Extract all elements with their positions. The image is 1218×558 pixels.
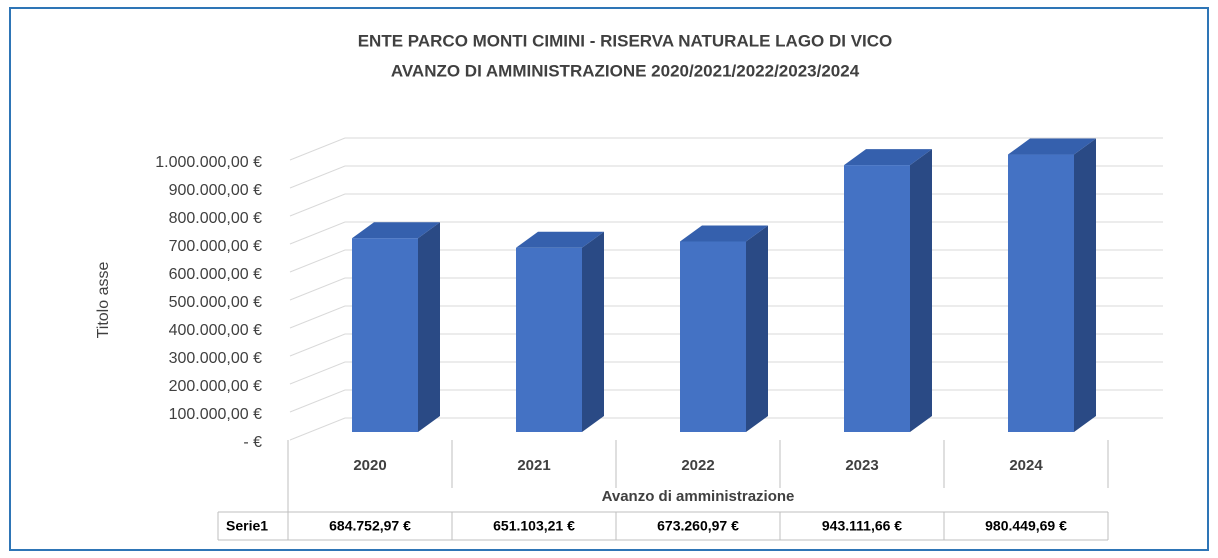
y-tick-label: 600.000,00 € <box>169 266 263 283</box>
bar-top <box>680 225 768 242</box>
bar-top <box>352 222 440 239</box>
y-tick-label: 400.000,00 € <box>169 322 263 339</box>
x-tick-label: 2022 <box>681 457 714 474</box>
x-axis-title: Avanzo di amministrazione <box>602 488 795 505</box>
grid-line <box>289 137 1163 161</box>
y-tick-label: 300.000,00 € <box>169 350 263 367</box>
bar <box>1008 154 1074 433</box>
x-tick-label: 2023 <box>845 457 878 474</box>
y-axis-title: Titolo asse <box>95 262 112 339</box>
bar-top <box>844 149 932 166</box>
y-tick-label: 800.000,00 € <box>169 210 263 227</box>
bar <box>352 238 418 432</box>
x-tick-label: 2021 <box>517 457 550 474</box>
x-tick-label: 2020 <box>353 457 386 474</box>
chart-subtitle: AVANZO DI AMMINISTRAZIONE 2020/2021/2022… <box>391 61 860 80</box>
bar-side <box>582 231 604 432</box>
x-tick-label: 2024 <box>1009 457 1043 474</box>
table-value: 943.111,66 € <box>822 518 902 534</box>
chart-title: ENTE PARCO MONTI CIMINI - RISERVA NATURA… <box>358 31 893 50</box>
bar-side <box>418 222 440 432</box>
bar-side <box>910 149 932 432</box>
y-tick-label: 900.000,00 € <box>169 182 263 199</box>
bar-top <box>516 231 604 248</box>
y-tick-label: 500.000,00 € <box>169 294 263 311</box>
y-tick-label: 200.000,00 € <box>169 378 263 395</box>
y-tick-label: 700.000,00 € <box>169 238 263 255</box>
table-value: 684.752,97 € <box>329 518 411 534</box>
bar-side <box>746 225 768 432</box>
bar <box>680 241 746 432</box>
bar-top <box>1008 138 1096 155</box>
bar-side <box>1074 138 1096 433</box>
table-value: 651.103,21 € <box>493 518 575 534</box>
legend-label: Serie1 <box>226 518 268 534</box>
table-value: 980.449,69 € <box>985 518 1067 534</box>
y-tick-label: 100.000,00 € <box>169 406 263 423</box>
bar <box>844 165 910 432</box>
y-tick-label: 1.000.000,00 € <box>155 154 262 171</box>
y-tick-label: - € <box>243 434 262 451</box>
table-value: 673.260,97 € <box>657 518 739 534</box>
bar <box>516 247 582 432</box>
